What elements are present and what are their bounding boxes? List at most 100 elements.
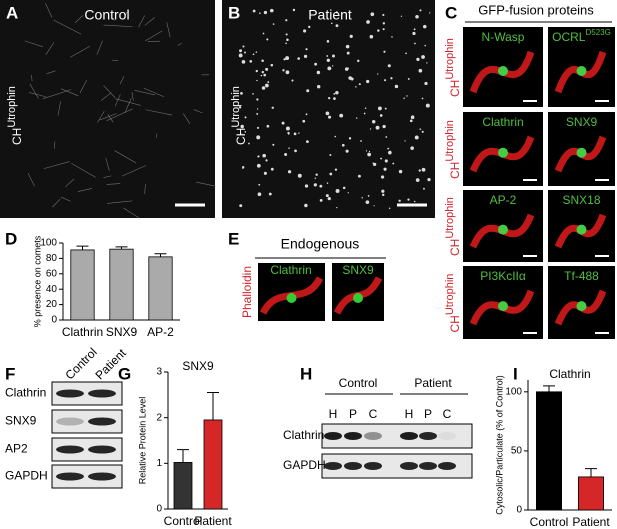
punctum bbox=[259, 12, 261, 15]
punctum bbox=[265, 67, 269, 71]
punctum bbox=[382, 13, 385, 17]
band bbox=[438, 462, 456, 470]
fiber bbox=[143, 88, 165, 98]
punctum bbox=[373, 205, 375, 207]
punctum bbox=[252, 9, 256, 13]
punctum bbox=[368, 150, 371, 153]
punctum bbox=[382, 28, 385, 31]
panel-c: N-WaspCHUtrophinOCRLD523GClathrinCHUtrop… bbox=[444, 27, 615, 339]
punctum bbox=[367, 195, 370, 197]
punctum bbox=[423, 187, 425, 190]
panel-letter: F bbox=[5, 364, 15, 383]
punctum bbox=[380, 175, 385, 179]
y-axis-label: Cytosolic/Particulate (% of Control) bbox=[494, 375, 504, 515]
punctum bbox=[314, 62, 318, 66]
fiber bbox=[114, 94, 121, 107]
punctum bbox=[424, 44, 426, 47]
punctum bbox=[361, 197, 363, 199]
punctum bbox=[405, 52, 407, 55]
punctum bbox=[383, 167, 387, 171]
row-label: AP2 bbox=[5, 442, 28, 456]
punctum bbox=[335, 90, 339, 95]
punctum bbox=[332, 54, 335, 58]
fiber bbox=[144, 17, 156, 26]
punctum bbox=[306, 89, 310, 93]
punctum bbox=[333, 92, 336, 95]
panel-letter: E bbox=[228, 229, 239, 248]
punctum bbox=[270, 167, 274, 171]
y-tick-label: 50 bbox=[511, 446, 523, 457]
punctum bbox=[241, 60, 246, 64]
panel-letter: I bbox=[513, 364, 518, 383]
punctum bbox=[256, 163, 261, 168]
punctum bbox=[387, 147, 390, 150]
stain-label: CHUtrophin bbox=[444, 274, 462, 333]
punctum bbox=[414, 135, 419, 140]
punctum bbox=[415, 14, 419, 19]
punctum bbox=[377, 73, 379, 75]
fiber bbox=[57, 101, 61, 116]
fiber bbox=[60, 88, 79, 97]
punctum bbox=[257, 192, 262, 197]
punctum bbox=[380, 157, 383, 160]
fiber bbox=[114, 150, 137, 164]
image-a bbox=[0, 0, 215, 218]
punctum bbox=[391, 36, 393, 38]
punctum bbox=[404, 140, 406, 142]
spot bbox=[576, 224, 587, 235]
fiber bbox=[193, 109, 203, 114]
punctum bbox=[244, 116, 247, 119]
punctum bbox=[265, 159, 268, 162]
punctum bbox=[360, 140, 362, 142]
punctum bbox=[326, 40, 330, 43]
punctum bbox=[327, 66, 332, 71]
fiber bbox=[119, 75, 125, 85]
punctum bbox=[388, 207, 391, 210]
error-bar bbox=[585, 468, 597, 477]
band bbox=[88, 472, 116, 481]
stain: CH bbox=[448, 162, 462, 179]
punctum bbox=[345, 149, 349, 153]
stain-sup: Utrophin bbox=[444, 274, 456, 316]
punctum bbox=[382, 124, 386, 129]
punctum bbox=[242, 167, 244, 169]
fiber bbox=[196, 181, 217, 187]
punctum bbox=[400, 15, 403, 17]
punctum bbox=[325, 194, 329, 198]
punctum bbox=[304, 203, 308, 208]
row-label: SNX9 bbox=[5, 414, 37, 428]
punctum bbox=[268, 192, 272, 196]
punctum bbox=[329, 172, 333, 176]
punctum bbox=[421, 130, 424, 133]
punctum bbox=[421, 167, 426, 172]
spot bbox=[576, 301, 587, 312]
band bbox=[419, 432, 437, 440]
punctum bbox=[334, 168, 338, 171]
fiber bbox=[46, 70, 56, 75]
stain-label: CHUtrophin bbox=[444, 197, 462, 256]
panel-letter: A bbox=[6, 3, 18, 22]
punctum bbox=[414, 200, 416, 203]
punctum bbox=[333, 97, 336, 100]
fiber bbox=[53, 19, 82, 35]
punctum bbox=[256, 108, 259, 110]
fiber bbox=[134, 90, 155, 96]
stain-label: CHUtrophin bbox=[6, 86, 24, 145]
punctum bbox=[256, 126, 260, 129]
protein-name: Tf-488 bbox=[564, 269, 599, 283]
band bbox=[419, 462, 437, 470]
band bbox=[344, 462, 362, 470]
blot bbox=[51, 464, 123, 489]
punctum bbox=[429, 12, 431, 14]
punctum bbox=[384, 159, 388, 163]
punctum bbox=[335, 24, 339, 28]
punctum bbox=[305, 113, 308, 116]
punctum bbox=[315, 173, 318, 176]
punctum bbox=[330, 22, 333, 25]
spot bbox=[576, 147, 587, 158]
punctum bbox=[292, 8, 296, 12]
punctum bbox=[366, 79, 370, 84]
punctum bbox=[339, 113, 344, 118]
protein-name: PI3KcIIα bbox=[480, 269, 526, 283]
y-tick-label: 20 bbox=[46, 299, 58, 310]
